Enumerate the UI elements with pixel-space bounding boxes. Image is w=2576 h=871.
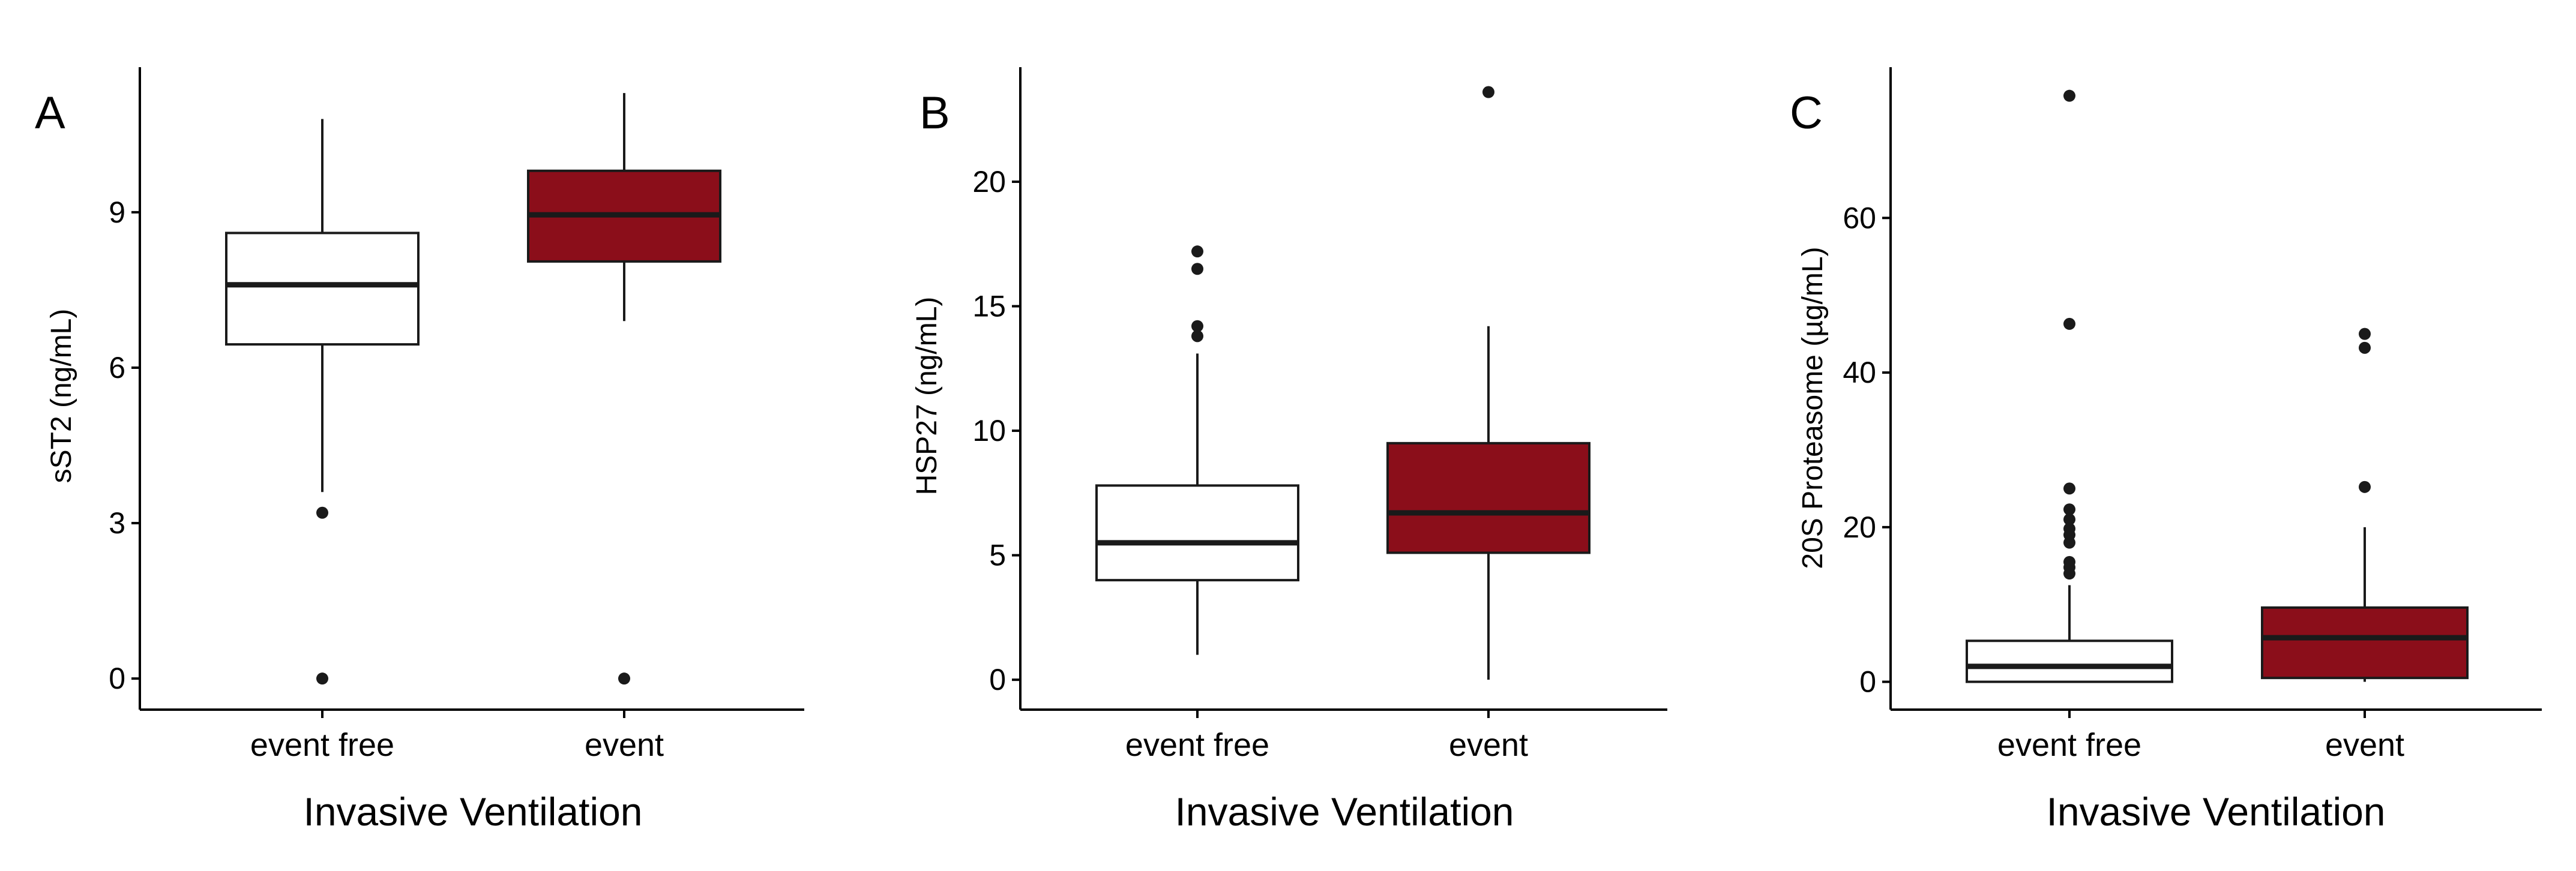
y-axis-label-b: HSP27 (ng/mL): [911, 297, 943, 495]
outlier-point-c-event-free: [2063, 513, 2075, 525]
plot-area-c: 0 20 40 60 event free event: [1843, 67, 2542, 763]
outlier-point-c-event-free: [2063, 89, 2075, 102]
x-tick-label-c: event free: [1997, 727, 2141, 763]
x-tick-label-b: event: [1449, 727, 1528, 763]
panel-b: B HSP27 (ng/mL) Invasive Ventilation: [911, 88, 1514, 834]
box-c-event-free: [1966, 639, 2173, 683]
y-tick-label-c: 60: [1843, 201, 1876, 235]
outlier-point-a-event-free: [316, 506, 328, 519]
outlier-point-c-event-free: [2063, 317, 2075, 330]
panel-c: C 20S Proteasome (µg/mL) Invasive Ventil…: [1790, 88, 2386, 834]
y-tick-label-b: 15: [972, 290, 1006, 323]
outlier-point-b-event-free: [1191, 245, 1203, 258]
x-axis-label-a: Invasive Ventilation: [303, 789, 642, 834]
outlier-point-b-event-free: [1191, 263, 1203, 275]
outlier-point-c-event-free: [2063, 522, 2075, 535]
x-tick-label-a: event free: [250, 727, 394, 763]
panel-a: A sST2 (ng/mL) Invasive Ventilation: [35, 88, 643, 834]
y-tick-label-a: 0: [109, 662, 125, 695]
outlier-point-c-event: [2359, 328, 2371, 340]
box-b-event-free: [1095, 484, 1299, 582]
y-axis-label-a: sST2 (ng/mL): [46, 309, 77, 483]
panel-letter-c: C: [1790, 88, 1823, 139]
outlier-point-b-event: [1482, 86, 1494, 98]
outlier-point-c-event-free: [2063, 482, 2075, 495]
box-c-event: [2261, 606, 2469, 680]
x-tick-label-c: event: [2325, 727, 2404, 763]
y-tick-label-b: 20: [972, 165, 1006, 199]
outlier-point-b-event-free: [1191, 330, 1203, 343]
outlier-point-a-event-free: [316, 672, 328, 685]
x-tick-label-b: event free: [1125, 727, 1269, 763]
outlier-point-c-event-free: [2063, 503, 2075, 516]
panel-letter-b: B: [919, 88, 950, 139]
x-tick-label-a: event: [585, 727, 664, 763]
y-tick-label-c: 0: [1859, 665, 1876, 699]
outlier-point-a-event: [618, 672, 630, 685]
y-tick-label-c: 20: [1843, 510, 1876, 544]
plot-area-b: 0 5 10 15 20 event free event: [972, 67, 1667, 763]
y-tick-label-b: 10: [972, 414, 1006, 447]
panel-letter-a: A: [35, 88, 65, 139]
x-axis-label-b: Invasive Ventilation: [1175, 789, 1514, 834]
box-b-event: [1386, 441, 1590, 554]
y-tick-label-b: 0: [989, 663, 1006, 696]
y-tick-label-c: 40: [1843, 356, 1876, 389]
y-tick-label-a: 9: [109, 196, 125, 229]
y-axis-label-c: 20S Proteasome (µg/mL): [1797, 247, 1829, 569]
box-a-event-free: [225, 232, 420, 346]
outlier-point-b-event-free: [1191, 320, 1203, 332]
outlier-point-c-event-free: [2063, 555, 2075, 568]
outlier-point-c-event: [2359, 341, 2371, 354]
y-tick-label-a: 6: [109, 351, 125, 385]
y-tick-label-a: 3: [109, 506, 125, 540]
outlier-point-c-event: [2359, 480, 2371, 493]
x-axis-label-c: Invasive Ventilation: [2046, 789, 2385, 834]
y-tick-label-b: 5: [989, 539, 1006, 572]
plot-area-a: 0 3 6 9 event free event: [109, 67, 804, 763]
